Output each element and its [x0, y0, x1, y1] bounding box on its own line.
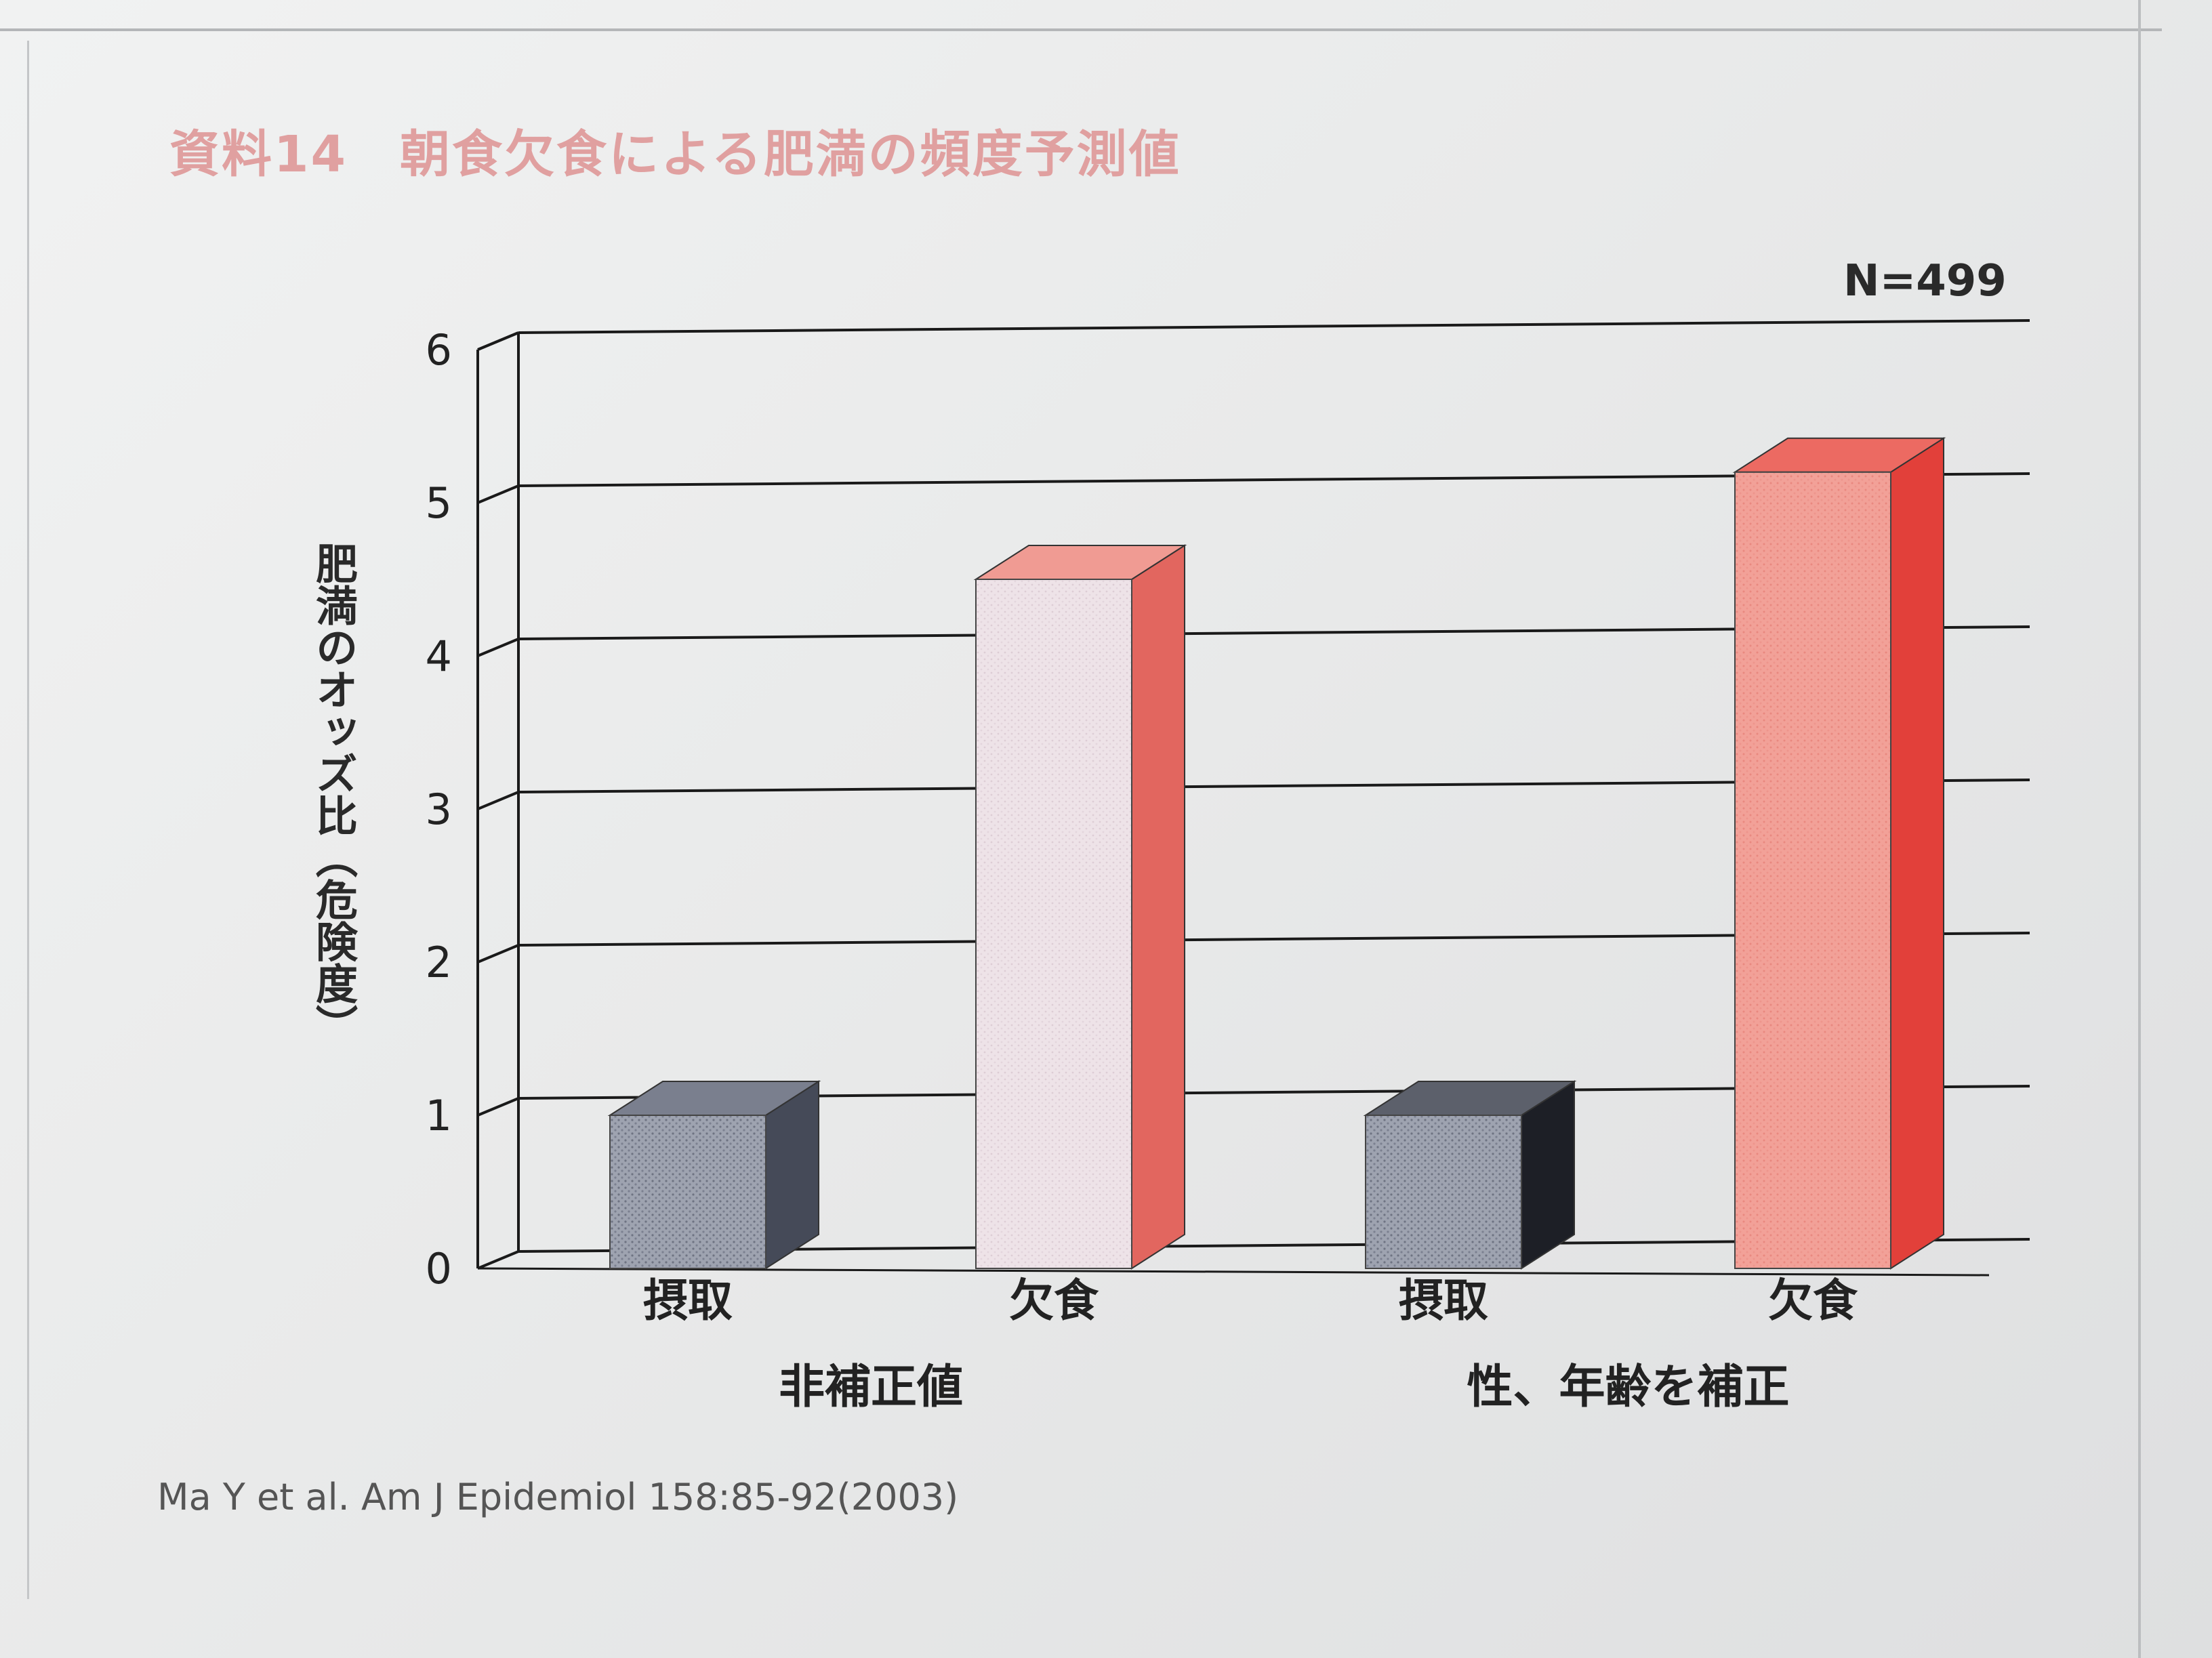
gridline-depth-5 — [477, 484, 519, 504]
bar-side — [1131, 544, 1185, 1270]
y-axis-label: 肥満のオッズ比（危険度） — [308, 542, 358, 1046]
x-tick-label: 欠食 — [1009, 1274, 1099, 1327]
sample-size-label: N=499 — [1843, 256, 2007, 306]
bar-1-0 — [1365, 1115, 1522, 1269]
bar-1-1 — [1734, 471, 1891, 1269]
gridline-depth-1 — [477, 1097, 519, 1117]
gridline-depth-4 — [477, 638, 519, 657]
x-tick-label: 摂取 — [1399, 1274, 1488, 1327]
group-label: 性、年齢を補正 — [1467, 1361, 1789, 1414]
y-tick-label: 6 — [426, 325, 452, 375]
y-tick-label: 2 — [426, 938, 452, 987]
gridline-6 — [518, 319, 2030, 334]
y-tick-label: 4 — [426, 631, 452, 681]
gridline-depth-2 — [477, 944, 519, 963]
bar-0-1 — [975, 579, 1132, 1269]
bar-0-0 — [609, 1115, 766, 1269]
gridline-depth-6 — [477, 331, 519, 351]
x-tick-label: 摂取 — [643, 1274, 733, 1327]
citation: Ma Y et al. Am J Epidemiol 158:85-92(200… — [157, 1476, 959, 1518]
gridline-depth-0 — [477, 1250, 519, 1270]
y-tick-label: 3 — [426, 785, 452, 834]
y-tick-label: 1 — [426, 1091, 452, 1140]
group-label: 非補正値 — [779, 1361, 963, 1414]
y-tick-label: 5 — [426, 478, 452, 528]
gridline-depth-3 — [477, 791, 519, 810]
floor-front-edge — [477, 1267, 1990, 1277]
frame-line-right — [2138, 0, 2141, 1658]
x-tick-label: 欠食 — [1768, 1274, 1858, 1327]
bar-side — [1890, 436, 1944, 1270]
y-tick-label: 0 — [426, 1244, 452, 1293]
chart-title: 資料14 朝食欠食による肥満の頻度予測値 — [169, 125, 1181, 184]
frame-line-top — [0, 28, 2162, 31]
frame-line-left — [27, 41, 29, 1599]
